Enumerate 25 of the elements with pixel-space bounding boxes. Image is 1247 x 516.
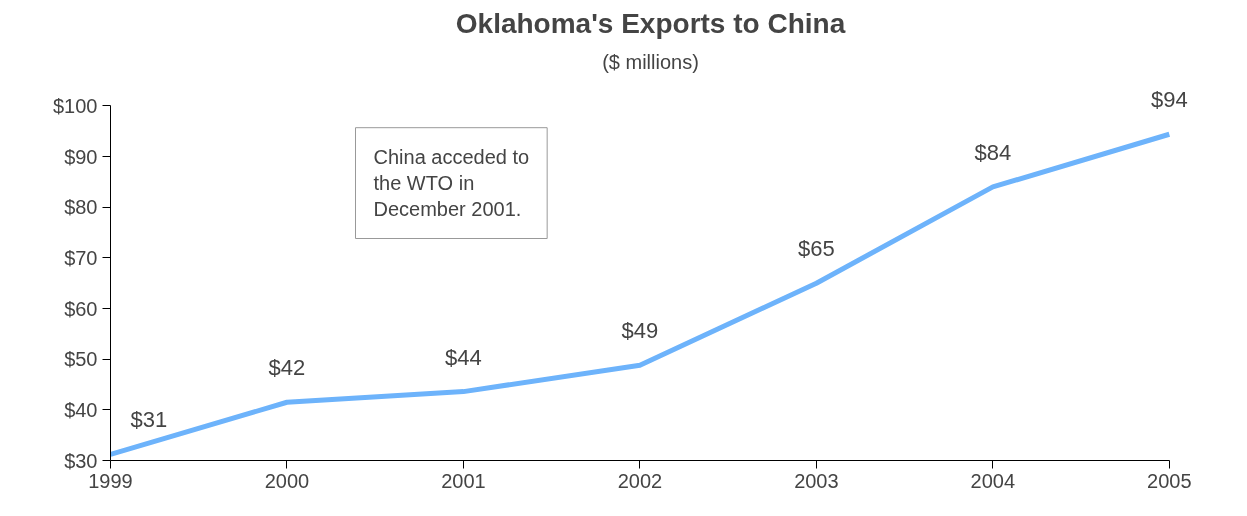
data-label: $84 — [974, 139, 1012, 165]
y-tick-label: $50 — [64, 348, 98, 371]
chart-title: Oklahoma's Exports to China — [455, 7, 846, 39]
data-label: $65 — [798, 236, 835, 262]
y-tick-label: $70 — [64, 246, 98, 269]
y-tick-label: $80 — [64, 196, 98, 219]
annotation: China acceded to the WTO in December 2001. — [373, 145, 530, 221]
chart-subtitle: ($ millions) — [602, 50, 699, 73]
x-tick-label: 2005 — [1147, 469, 1192, 492]
data-label: $94 — [1150, 87, 1188, 113]
x-tick-label: 2001 — [441, 469, 486, 492]
x-tick-label: 2004 — [970, 469, 1016, 492]
y-tick-label: $90 — [64, 145, 98, 168]
x-tick-label: 2002 — [617, 469, 663, 492]
x-tick-label: 2000 — [264, 469, 310, 492]
y-tick-label: $40 — [64, 398, 98, 421]
data-label: $44 — [445, 344, 482, 370]
data-label: $49 — [621, 318, 659, 344]
data-label: $42 — [268, 355, 306, 381]
x-tick-label: 2003 — [794, 469, 839, 492]
y-tick-label: $30 — [64, 449, 98, 472]
y-tick-label: $60 — [64, 297, 98, 320]
x-tick-label: 1999 — [88, 469, 133, 492]
y-tick-label: $100 — [53, 94, 98, 117]
data-label: $31 — [130, 407, 168, 433]
